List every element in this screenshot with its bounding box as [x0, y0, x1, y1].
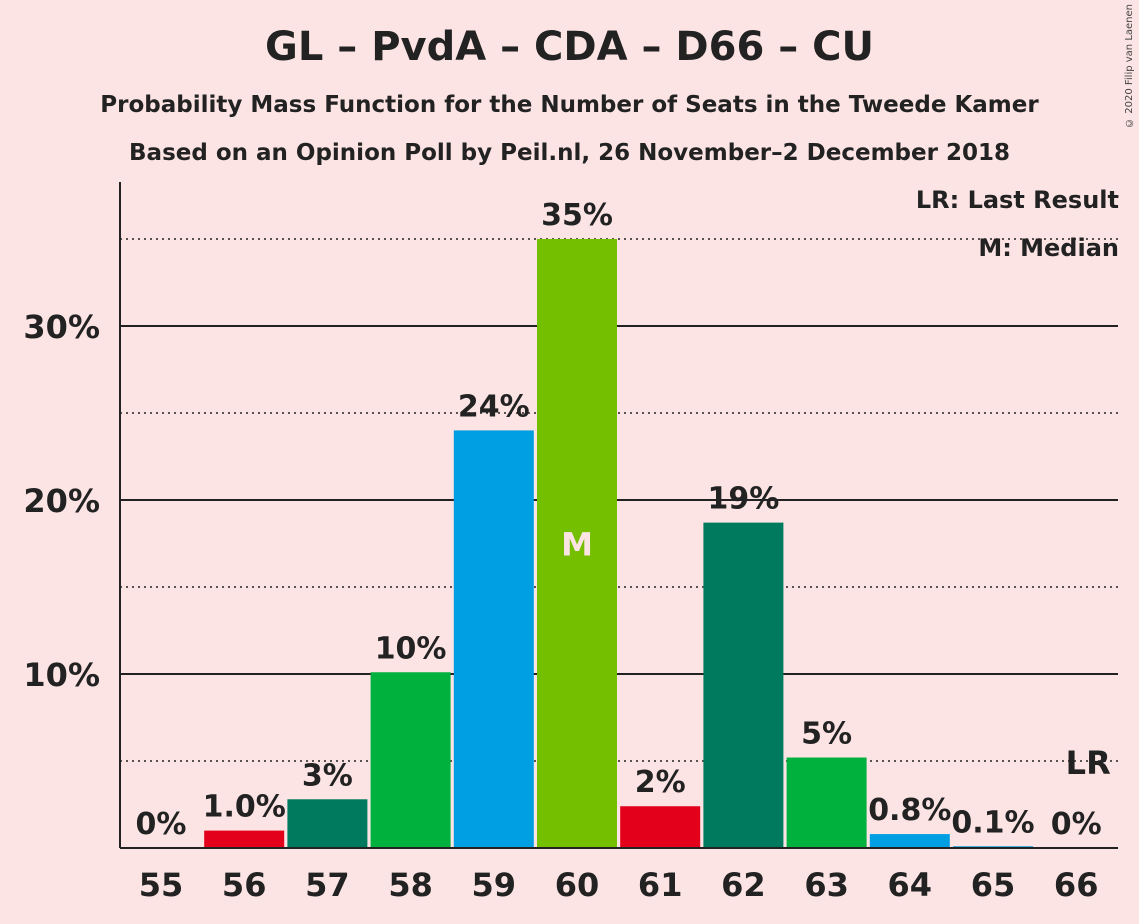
x-tick-label: 59 — [472, 866, 517, 904]
x-tick-label: 62 — [721, 866, 766, 904]
x-tick-label: 66 — [1054, 866, 1099, 904]
median-marker: M — [561, 526, 593, 564]
data-label-66: 0% — [1051, 807, 1102, 842]
data-label-63: 5% — [801, 717, 852, 752]
bar-61 — [620, 806, 701, 848]
y-tick-label: 30% — [23, 308, 100, 346]
bar-60 — [537, 239, 617, 848]
x-tick-label: 56 — [222, 866, 267, 904]
data-label-56: 1.0% — [203, 790, 286, 825]
x-tick-label: 55 — [139, 866, 184, 904]
data-label-55: 0% — [136, 807, 187, 842]
bar-59 — [453, 430, 534, 848]
data-label-65: 0.1% — [951, 805, 1034, 840]
data-label-61: 2% — [635, 765, 686, 800]
data-label-64: 0.8% — [868, 793, 951, 828]
bar-62 — [703, 522, 784, 848]
data-label-60: 35% — [541, 198, 613, 233]
bar-63 — [786, 757, 867, 848]
bar-58 — [370, 672, 451, 848]
chart-title: GL – PvdA – CDA – D66 – CU — [265, 24, 874, 70]
x-tick-label: 57 — [305, 866, 350, 904]
data-label-58: 10% — [375, 631, 447, 666]
chart-subtitle: Probability Mass Function for the Number… — [100, 92, 1039, 118]
x-tick-label: 65 — [971, 866, 1016, 904]
y-tick-label: 20% — [23, 482, 100, 520]
bar-57 — [287, 799, 368, 848]
bar-64 — [869, 834, 950, 848]
x-tick-label: 64 — [888, 866, 933, 904]
legend-last-result: LR: Last Result — [915, 186, 1119, 214]
x-tick-label: 58 — [388, 866, 433, 904]
last-result-marker: LR — [1066, 744, 1111, 782]
x-tick-label: 61 — [638, 866, 683, 904]
chart-subtitle-source: Based on an Opinion Poll by Peil.nl, 26 … — [129, 140, 1010, 166]
data-label-57: 3% — [302, 758, 353, 793]
data-label-59: 24% — [458, 389, 530, 424]
legend-median: M: Median — [978, 234, 1119, 262]
data-label-62: 19% — [707, 482, 779, 517]
bar-56 — [204, 830, 285, 848]
y-tick-label: 10% — [23, 656, 100, 694]
x-tick-label: 63 — [804, 866, 849, 904]
x-tick-label: 60 — [555, 866, 600, 904]
